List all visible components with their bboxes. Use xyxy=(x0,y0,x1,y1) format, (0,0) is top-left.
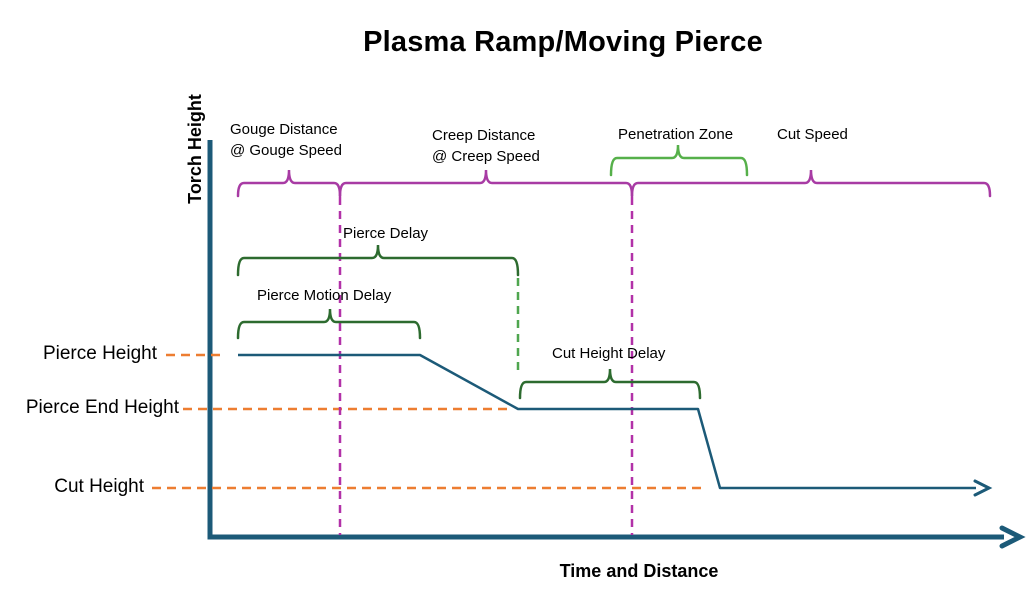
pierce-motion-delay-label: Pierce Motion Delay xyxy=(257,287,392,304)
y-axis-label: Torch Height xyxy=(185,94,205,204)
pierce-height-label: Pierce Height xyxy=(42,343,157,364)
pierce-delay-label: Pierce Delay xyxy=(343,225,429,242)
pierce-delay-brace xyxy=(236,244,520,277)
creep-distance-brace xyxy=(338,169,634,198)
pierce-end-height-label: Pierce End Height xyxy=(25,397,179,418)
gouge-distance-label: Gouge Distance @ Gouge Speed xyxy=(230,119,342,161)
x-axis-label: Time and Distance xyxy=(559,561,719,581)
gouge-distance-label-line1: Gouge Distance xyxy=(230,121,338,138)
creep-distance-label-line2: @ Creep Speed xyxy=(432,148,540,165)
penetration-zone-label: Penetration Zone xyxy=(618,126,734,143)
cut-height-delay-brace xyxy=(518,368,702,400)
creep-distance-label: Creep Distance @ Creep Speed xyxy=(432,125,540,167)
x-axis-arrow-icon xyxy=(999,525,1026,549)
cut-height-label: Cut Height xyxy=(54,476,144,497)
diagram-title: Plasma Ramp/Moving Pierce xyxy=(363,26,763,58)
creep-distance-label-line1: Creep Distance xyxy=(432,127,536,144)
cut-speed-brace xyxy=(630,169,992,198)
profile-arrow-icon xyxy=(973,479,993,497)
cut-height-delay-label: Cut Height Delay xyxy=(552,345,666,362)
torch-height-profile-line xyxy=(238,353,976,490)
pierce-motion-delay-brace xyxy=(236,308,422,340)
cut-speed-label: Cut Speed xyxy=(777,126,848,143)
gouge-distance-brace xyxy=(236,169,342,198)
gouge-distance-label-line2: @ Gouge Speed xyxy=(230,142,342,159)
penetration-zone-brace xyxy=(609,144,749,177)
